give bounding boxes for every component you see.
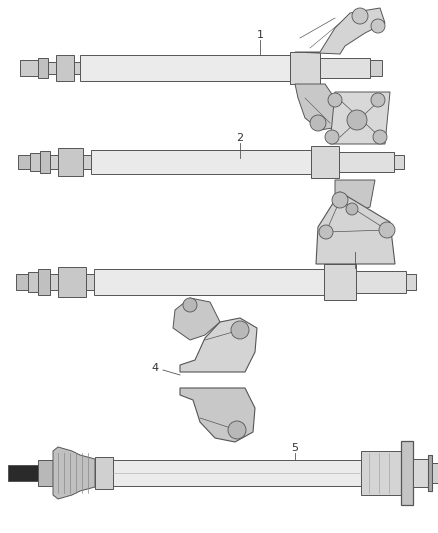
Text: 5: 5	[292, 443, 299, 453]
Polygon shape	[53, 447, 95, 499]
Polygon shape	[180, 388, 255, 442]
Circle shape	[231, 321, 249, 339]
Polygon shape	[330, 92, 390, 144]
Bar	[95, 457, 113, 489]
Circle shape	[328, 93, 342, 107]
Bar	[18, 155, 30, 169]
Text: 2: 2	[237, 133, 244, 143]
Bar	[361, 451, 401, 495]
Polygon shape	[295, 84, 345, 130]
Bar	[432, 463, 438, 483]
Bar	[38, 58, 48, 78]
Bar	[370, 60, 382, 76]
Circle shape	[183, 298, 197, 312]
Bar	[56, 55, 74, 81]
Circle shape	[332, 192, 348, 208]
Bar	[356, 271, 406, 293]
Text: 4: 4	[152, 363, 159, 373]
Polygon shape	[335, 180, 375, 214]
Bar	[83, 155, 91, 169]
Circle shape	[371, 93, 385, 107]
Circle shape	[352, 8, 368, 24]
Bar	[413, 459, 428, 487]
Bar	[20, 60, 38, 76]
Polygon shape	[173, 298, 220, 340]
Bar	[311, 146, 339, 178]
Bar	[394, 155, 404, 169]
Polygon shape	[180, 318, 257, 372]
Bar	[406, 274, 416, 290]
Bar	[113, 460, 361, 486]
Bar	[94, 269, 324, 295]
Circle shape	[319, 225, 333, 239]
Bar	[428, 455, 432, 491]
Bar	[339, 152, 394, 172]
Bar	[80, 55, 290, 81]
Bar	[50, 155, 58, 169]
Bar	[48, 62, 56, 74]
Bar	[290, 52, 320, 84]
Bar	[16, 274, 28, 290]
Bar	[91, 150, 311, 174]
Circle shape	[379, 222, 395, 238]
Bar	[74, 62, 80, 74]
Circle shape	[310, 115, 326, 131]
Bar	[50, 274, 58, 290]
Circle shape	[373, 130, 387, 144]
Bar	[58, 148, 83, 176]
Circle shape	[347, 110, 367, 130]
Bar	[401, 441, 413, 505]
Bar	[58, 267, 86, 297]
Text: 3: 3	[352, 243, 358, 253]
Bar	[86, 274, 94, 290]
Bar	[8, 465, 38, 481]
Polygon shape	[316, 192, 395, 264]
Bar	[30, 153, 40, 171]
Bar	[38, 460, 53, 486]
Polygon shape	[295, 8, 385, 54]
Bar	[40, 151, 50, 173]
Circle shape	[371, 19, 385, 33]
Circle shape	[346, 203, 358, 215]
Bar	[324, 264, 356, 300]
Text: 1: 1	[257, 30, 264, 40]
Bar	[320, 58, 370, 78]
Bar	[38, 269, 50, 295]
Circle shape	[228, 421, 246, 439]
Circle shape	[325, 130, 339, 144]
Bar	[28, 272, 38, 292]
